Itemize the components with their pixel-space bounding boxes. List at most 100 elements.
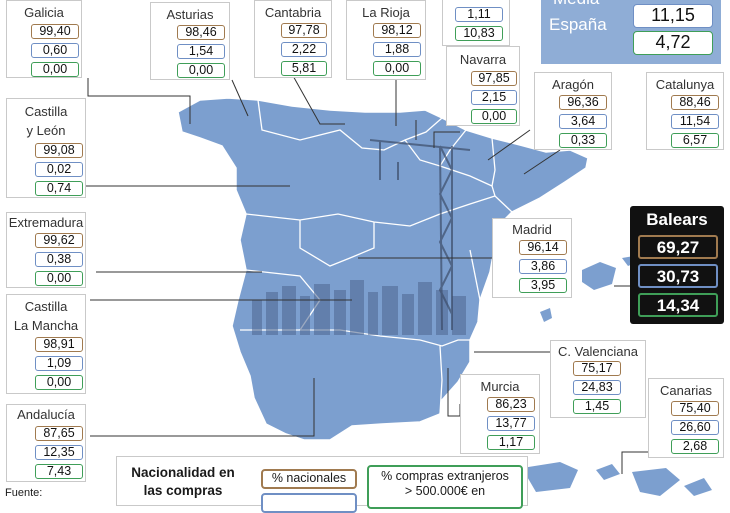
value-extranjeros: 1,11	[455, 7, 503, 22]
value-nacionales: 69,27	[638, 235, 718, 259]
value-nacionales: 96,36	[559, 95, 607, 110]
region-name-2: y León	[26, 123, 66, 138]
card-canarias: Canarias 75,40 26,60 2,68	[648, 378, 724, 458]
card-murcia: Murcia 86,23 13,77 1,17	[460, 374, 540, 454]
media-value-500k: 4,72	[633, 31, 713, 55]
ibiza-shape	[540, 308, 552, 322]
value-extranjeros: 1,54	[177, 44, 225, 59]
value-nacionales: 98,91	[35, 337, 83, 352]
value-500k: 1,17	[487, 435, 535, 450]
value-extranjeros: 12,35	[35, 445, 83, 460]
region-name-1: Castilla	[24, 299, 68, 314]
legend: Nacionalidad en las compras % nacionales…	[116, 456, 528, 513]
card-andalucia: Andalucía 87,65 12,35 7,43	[6, 404, 86, 482]
value-500k: 0,74	[35, 181, 83, 196]
skyline-illustration	[252, 280, 466, 335]
region-name: Catalunya	[655, 77, 715, 92]
value-extranjeros: 13,77	[487, 416, 535, 431]
media-label-1: Media	[553, 0, 599, 10]
card-galicia: Galicia 99,40 0,60 0,00	[6, 0, 82, 78]
card-extremadura: Extremadura 99,62 0,38 0,00	[6, 212, 86, 288]
legend-nacionales: % nacionales	[261, 469, 357, 489]
value-500k: 0,00	[35, 271, 83, 286]
value-500k: 1,45	[573, 399, 621, 414]
region-name: Navarra	[459, 52, 507, 67]
value-nacionales: 97,78	[281, 23, 327, 38]
value-nacionales: 75,40	[671, 401, 719, 416]
value-500k: 0,33	[559, 133, 607, 148]
value-500k: 7,43	[35, 464, 83, 479]
crane-illustration	[369, 139, 471, 331]
value-nacionales: 98,12	[373, 23, 421, 38]
value-extranjeros: 1,09	[35, 356, 83, 371]
region-name-1: Castilla	[24, 104, 68, 119]
baleares-shape	[582, 262, 616, 290]
value-nacionales: 87,65	[35, 426, 83, 441]
value-extranjeros: 2,22	[281, 42, 327, 57]
value-extranjeros: 3,86	[519, 259, 567, 274]
legend-500k-line-2: > 500.000€ en	[404, 484, 486, 498]
value-500k: 0,00	[35, 375, 83, 390]
card-balears: Balears 69,27 30,73 14,34	[630, 206, 724, 324]
source-label: Fuente:	[5, 487, 43, 499]
value-500k: 14,34	[638, 293, 718, 317]
value-nacionales: 97,85	[471, 71, 517, 86]
region-name: Galicia	[24, 5, 64, 20]
card-la-rioja: La Rioja 98,12 1,88 0,00	[346, 0, 426, 80]
value-500k: 0,00	[471, 109, 517, 124]
value-extranjeros: 11,54	[671, 114, 719, 129]
value-nacionales: 99,62	[35, 233, 83, 248]
value-extranjeros: 0,60	[31, 43, 79, 58]
region-name: Asturias	[166, 7, 214, 22]
spain-map	[86, 73, 712, 496]
legend-extranjeros-swatch	[261, 493, 357, 513]
value-500k: 0,00	[177, 63, 225, 78]
value-500k: 6,57	[671, 133, 719, 148]
region-name: C. Valenciana	[558, 344, 638, 359]
card-pais-vasco: 1,11 10,83	[442, 0, 510, 46]
legend-title-1: Nacionalidad en	[131, 465, 235, 480]
media-espana-panel: Media España 11,15 4,72	[541, 0, 721, 64]
region-name: Madrid	[512, 222, 552, 237]
region-name: Extremadura	[8, 215, 84, 230]
value-500k: 0,00	[373, 61, 421, 76]
value-nacionales: 96,14	[519, 240, 567, 255]
legend-500k-line-1: % compras extranjeros	[381, 469, 509, 483]
value-nacionales: 88,46	[671, 95, 719, 110]
value-extranjeros: 0,38	[35, 252, 83, 267]
card-aragon: Aragón 96,36 3,64 0,33	[534, 72, 612, 150]
value-extranjeros: 2,15	[471, 90, 517, 105]
region-name: Andalucía	[17, 407, 75, 422]
value-extranjeros: 26,60	[671, 420, 719, 435]
value-500k: 5,81	[281, 61, 327, 76]
card-castilla-y-leon: Castilla y León 99,08 0,02 0,74	[6, 98, 86, 198]
value-extranjeros: 30,73	[638, 264, 718, 288]
region-name-2: La Mancha	[13, 318, 79, 333]
value-extranjeros: 24,83	[573, 380, 621, 395]
card-castilla-la-mancha: Castilla La Mancha 98,91 1,09 0,00	[6, 294, 86, 394]
region-name: Murcia	[480, 379, 520, 394]
legend-title-2: las compras	[143, 483, 223, 498]
value-extranjeros: 3,64	[559, 114, 607, 129]
value-extranjeros: 0,02	[35, 162, 83, 177]
value-500k: 2,68	[671, 439, 719, 454]
value-500k: 3,95	[519, 278, 567, 293]
region-borders	[240, 99, 513, 415]
region-name: La Rioja	[362, 5, 410, 20]
value-nacionales: 75,17	[573, 361, 621, 376]
value-nacionales: 86,23	[487, 397, 535, 412]
card-navarra: Navarra 97,85 2,15 0,00	[446, 46, 520, 126]
card-cantabria: Cantabria 97,78 2,22 5,81	[254, 0, 332, 78]
card-c-valenciana: C. Valenciana 75,17 24,83 1,45	[550, 340, 646, 418]
value-nacionales: 98,46	[177, 25, 225, 40]
legend-500k: % compras extranjeros > 500.000€ en	[367, 465, 523, 509]
region-name: Balears	[646, 210, 708, 229]
region-name: Cantabria	[264, 5, 322, 20]
card-madrid: Madrid 96,14 3,86 3,95	[492, 218, 572, 298]
media-value-extranjeros: 11,15	[633, 4, 713, 28]
card-catalunya: Catalunya 88,46 11,54 6,57	[646, 72, 724, 150]
value-extranjeros: 1,88	[373, 42, 421, 57]
value-500k: 0,00	[31, 62, 79, 77]
canarias-shape	[522, 462, 712, 496]
region-name: Canarias	[659, 383, 713, 398]
